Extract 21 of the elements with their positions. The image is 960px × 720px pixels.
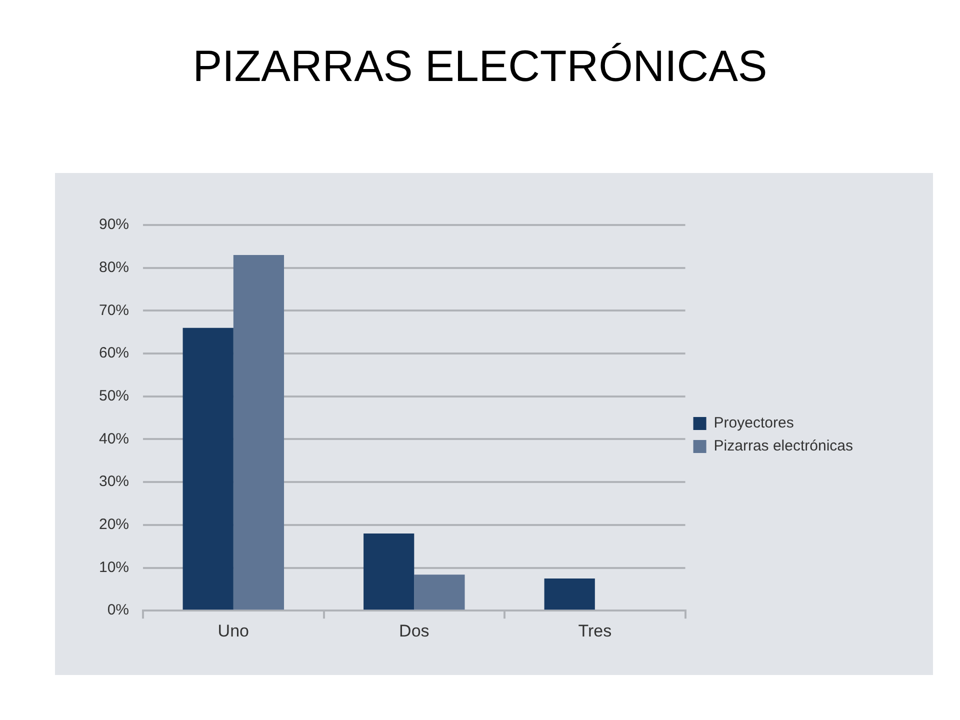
y-tick-label: 30% bbox=[98, 473, 130, 490]
y-tick-label: 70% bbox=[98, 302, 130, 319]
bar bbox=[414, 574, 465, 610]
y-tick-label: 10% bbox=[98, 558, 130, 576]
y-tick-label: 20% bbox=[98, 516, 130, 534]
x-tick-label: Dos bbox=[399, 621, 430, 640]
x-tick-label: Uno bbox=[218, 621, 249, 640]
y-tick-label: 50% bbox=[98, 388, 130, 405]
chart-title: PIZARRAS ELECTRÓNICAS bbox=[192, 42, 768, 92]
legend-label: Pizarras electrónicas bbox=[714, 438, 853, 455]
y-tick-label: 90% bbox=[98, 216, 130, 234]
y-tick-label: 60% bbox=[98, 344, 130, 362]
y-tick-label: 80% bbox=[98, 258, 130, 276]
bar bbox=[544, 578, 595, 610]
bar bbox=[364, 533, 414, 610]
x-tick-label: Tres bbox=[578, 621, 612, 640]
y-tick-label: 0% bbox=[107, 602, 130, 619]
y-tick-label: 40% bbox=[98, 430, 130, 448]
bar bbox=[233, 254, 284, 610]
bar bbox=[182, 328, 234, 610]
legend-label: Proyectores bbox=[714, 414, 794, 432]
